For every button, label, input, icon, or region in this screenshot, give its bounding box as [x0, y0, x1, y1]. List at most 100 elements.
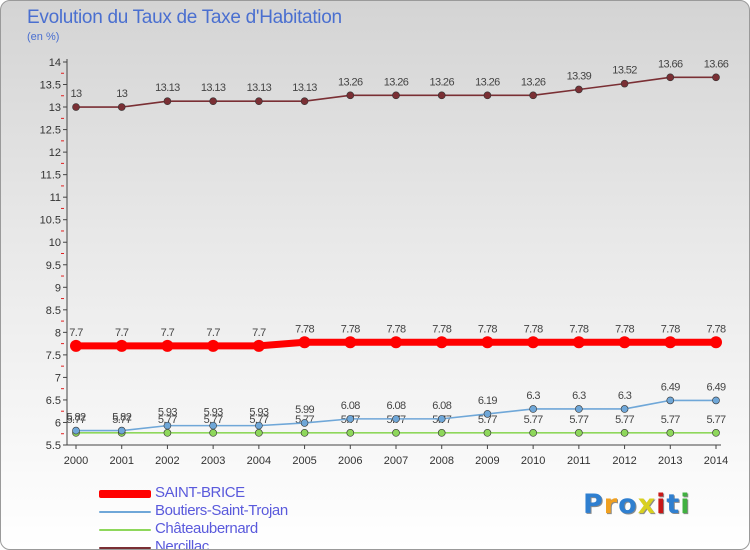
- data-point: [300, 429, 309, 437]
- data-label: 13.66: [704, 58, 729, 70]
- x-tick-label: 2005: [292, 455, 316, 467]
- legend-swatch: [99, 490, 151, 498]
- data-point: [529, 429, 537, 437]
- data-point: [346, 429, 355, 437]
- data-label: 6.3: [526, 390, 540, 402]
- data-point: [712, 396, 720, 405]
- data-label: 6.3: [572, 390, 586, 402]
- data-point: [527, 336, 540, 349]
- data-point: [392, 429, 400, 437]
- data-point: [437, 91, 446, 100]
- data-point: [483, 91, 492, 100]
- data-point: [620, 405, 629, 413]
- data-point: [390, 336, 402, 349]
- data-label: 5.77: [524, 414, 543, 426]
- legend-label: Boutiers-Saint-Trojan: [155, 502, 288, 519]
- data-label: 7.78: [524, 323, 543, 335]
- data-point: [666, 73, 675, 82]
- brand-letter: i: [656, 489, 667, 520]
- data-point: [620, 79, 629, 88]
- data-label: 6.08: [341, 400, 360, 412]
- data-point: [483, 410, 492, 418]
- y-tick-label: 9.5: [46, 260, 61, 272]
- data-label: 7.78: [569, 323, 588, 335]
- data-point: [666, 429, 675, 437]
- data-label: 13.39: [567, 70, 592, 82]
- x-tick-label: 2002: [155, 455, 179, 467]
- data-label: 5.77: [661, 414, 680, 426]
- data-label: 7.78: [295, 323, 314, 335]
- data-label: 13.52: [612, 65, 637, 77]
- data-point: [117, 103, 126, 111]
- data-label: 13: [116, 88, 128, 100]
- data-label: 5.77: [112, 414, 131, 426]
- data-point: [70, 339, 82, 352]
- data-label: 13.13: [247, 82, 272, 94]
- data-point: [664, 336, 677, 349]
- data-point: [115, 339, 128, 352]
- data-point: [529, 405, 537, 413]
- data-label: 5.77: [569, 414, 588, 426]
- x-tick-label: 2003: [201, 455, 225, 467]
- brand-letter: P: [583, 489, 604, 520]
- legend-swatch: [99, 547, 151, 549]
- legend-swatch: [99, 511, 151, 513]
- data-label: 5.77: [706, 414, 725, 426]
- data-point: [620, 429, 629, 437]
- y-tick-label: 11.5: [40, 170, 61, 182]
- data-point: [392, 415, 400, 423]
- y-tick-label: 6.5: [46, 395, 61, 407]
- data-label: 13.13: [155, 82, 180, 94]
- data-point: [346, 91, 355, 100]
- x-tick-label: 2008: [429, 455, 453, 467]
- data-label: 13.13: [292, 82, 317, 94]
- x-tick-label: 2001: [109, 455, 133, 467]
- legend-label: SAINT-BRICE: [155, 484, 245, 501]
- data-point: [163, 421, 172, 430]
- data-point: [209, 421, 217, 430]
- data-point: [344, 336, 357, 349]
- chart-subtitle: (en %): [27, 31, 60, 43]
- brand-letter: o: [618, 489, 638, 520]
- y-tick-label: 5.5: [46, 440, 61, 452]
- plot-area: 5.5 6 6.5 7 7.5 8 8.5 9 9.5 10 10.5 11 11.5 12 12.5 13 1…: [40, 57, 730, 467]
- x-tick-label: 2006: [338, 455, 362, 467]
- data-label: 7.7: [69, 327, 83, 339]
- data-label: 6.3: [618, 390, 632, 402]
- x-tick-label: 2000: [64, 455, 88, 467]
- data-label: 7.78: [432, 323, 451, 335]
- brand-letter: x: [637, 489, 657, 520]
- data-label: 7.78: [615, 323, 634, 335]
- data-point: [437, 429, 446, 437]
- y-tick-label: 8: [55, 327, 61, 339]
- data-point: [207, 339, 220, 352]
- data-point: [575, 85, 583, 94]
- data-point: [575, 429, 583, 437]
- data-point: [666, 396, 675, 405]
- data-point: [300, 97, 309, 106]
- data-point: [572, 336, 585, 349]
- x-tick-label: 2011: [567, 455, 591, 467]
- brand-letter: t: [666, 489, 681, 520]
- data-point: [163, 429, 172, 437]
- data-label: 13.66: [658, 58, 683, 70]
- data-label: 13.26: [429, 76, 454, 88]
- data-point: [346, 415, 355, 423]
- data-label: 13.26: [521, 76, 546, 88]
- data-point: [481, 336, 494, 349]
- data-point: [712, 73, 720, 82]
- data-point: [252, 339, 265, 352]
- data-point: [392, 91, 400, 100]
- data-label: 5.99: [295, 404, 314, 416]
- x-tick-label: 2009: [475, 455, 499, 467]
- data-label: 6.08: [432, 400, 451, 412]
- y-tick-label: 14: [49, 57, 61, 69]
- x-tick-label: 2004: [247, 455, 271, 467]
- chart-title: Evolution du Taux de Taxe d'Habitation: [27, 7, 342, 28]
- data-point: [712, 429, 720, 437]
- y-tick-label: 12: [49, 147, 61, 159]
- y-tick-label: 8.5: [46, 305, 61, 317]
- data-point: [437, 415, 446, 423]
- data-label: 7.78: [478, 323, 497, 335]
